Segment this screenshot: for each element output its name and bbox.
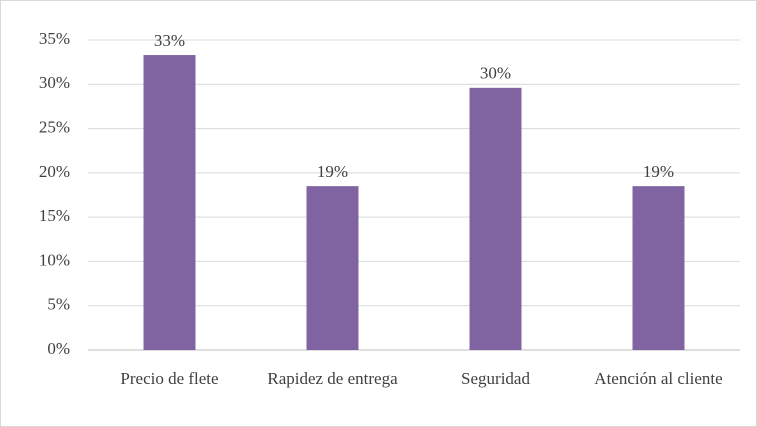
bar (143, 55, 196, 351)
y-tick-label: 5% (47, 295, 70, 314)
x-tick-label: Atención al cliente (594, 369, 723, 388)
y-tick-label: 10% (39, 250, 70, 269)
x-tick-label: Rapidez de entrega (267, 369, 398, 388)
y-tick-label: 15% (39, 206, 70, 225)
y-tick-label: 35% (39, 29, 70, 48)
y-tick-label: 20% (39, 162, 70, 181)
data-label: 30% (480, 64, 511, 83)
bar (306, 186, 359, 350)
data-label: 33% (154, 31, 185, 50)
bar (469, 87, 522, 350)
data-label: 19% (317, 162, 348, 181)
y-tick-label: 0% (47, 339, 70, 358)
data-label: 19% (643, 162, 674, 181)
bar (632, 186, 685, 350)
y-tick-label: 25% (39, 117, 70, 136)
x-tick-label: Precio de flete (120, 369, 219, 388)
x-tick-label: Seguridad (461, 369, 530, 388)
y-tick-label: 30% (39, 73, 70, 92)
